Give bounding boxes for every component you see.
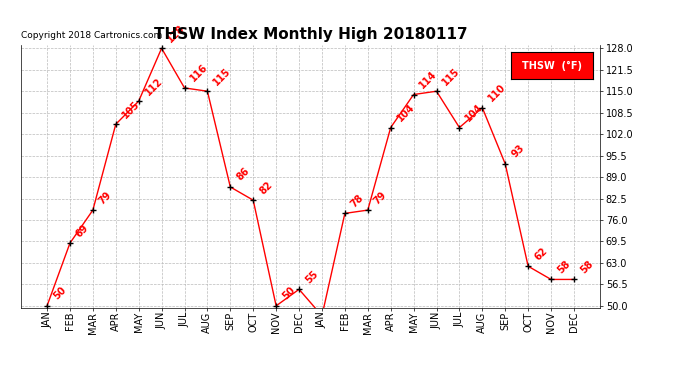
Text: 47: 47 bbox=[0, 374, 1, 375]
Text: 93: 93 bbox=[509, 143, 526, 160]
Text: 105: 105 bbox=[120, 99, 141, 120]
Text: 69: 69 bbox=[74, 222, 91, 239]
Text: 79: 79 bbox=[97, 189, 114, 206]
Text: 115: 115 bbox=[212, 66, 233, 87]
Text: 104: 104 bbox=[395, 102, 416, 123]
Text: 114: 114 bbox=[417, 69, 439, 90]
Text: 62: 62 bbox=[532, 246, 549, 262]
Text: 86: 86 bbox=[235, 166, 251, 183]
Text: 115: 115 bbox=[441, 66, 462, 87]
Title: THSW Index Monthly High 20180117: THSW Index Monthly High 20180117 bbox=[154, 27, 467, 42]
Text: 128: 128 bbox=[166, 22, 187, 44]
Text: 116: 116 bbox=[188, 62, 210, 84]
Text: 112: 112 bbox=[143, 76, 164, 97]
Text: 50: 50 bbox=[280, 285, 297, 302]
Text: 79: 79 bbox=[372, 189, 388, 206]
Text: THSW  (°F): THSW (°F) bbox=[522, 61, 582, 70]
Text: 55: 55 bbox=[303, 268, 320, 285]
Text: 82: 82 bbox=[257, 179, 274, 196]
Text: 78: 78 bbox=[349, 192, 366, 209]
Text: 50: 50 bbox=[51, 285, 68, 302]
Text: 58: 58 bbox=[555, 258, 572, 275]
Text: Copyright 2018 Cartronics.com: Copyright 2018 Cartronics.com bbox=[21, 31, 162, 40]
Text: 104: 104 bbox=[464, 102, 485, 123]
Text: 110: 110 bbox=[486, 82, 508, 104]
Text: 58: 58 bbox=[578, 258, 595, 275]
